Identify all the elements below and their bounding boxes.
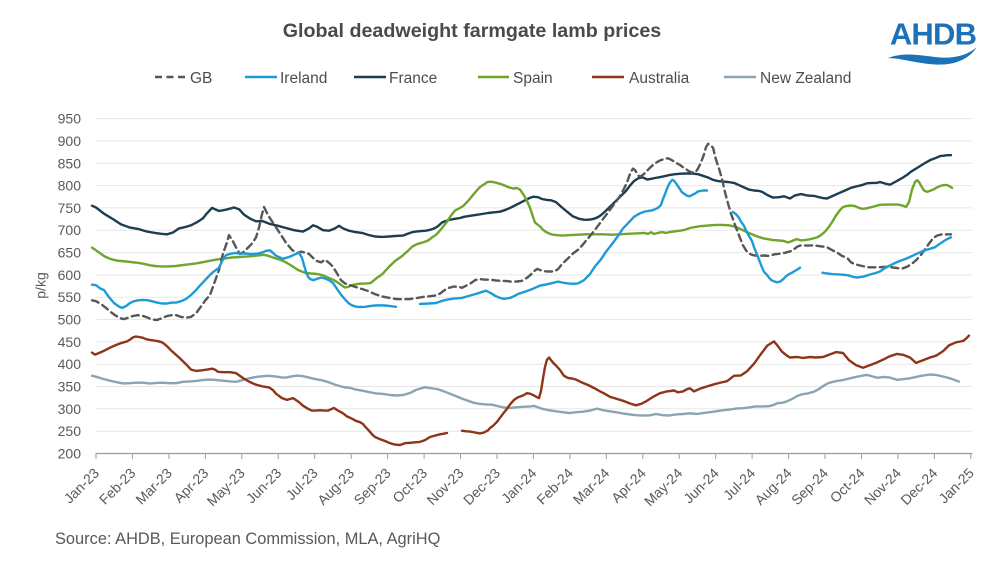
svg-text:New Zealand: New Zealand	[760, 70, 851, 87]
svg-text:Australia: Australia	[629, 70, 690, 87]
svg-text:350: 350	[58, 379, 82, 395]
svg-text:France: France	[389, 70, 437, 87]
svg-text:250: 250	[58, 423, 82, 439]
svg-text:300: 300	[58, 401, 82, 417]
svg-text:Source: AHDB, European Commiss: Source: AHDB, European Commission, MLA, …	[55, 530, 440, 548]
svg-text:GB: GB	[190, 70, 212, 87]
svg-text:900: 900	[58, 133, 82, 149]
svg-text:Global deadweight farmgate lam: Global deadweight farmgate lamb prices	[283, 20, 662, 42]
svg-text:550: 550	[58, 289, 82, 305]
svg-text:800: 800	[58, 178, 82, 194]
svg-text:700: 700	[58, 222, 82, 238]
svg-text:Ireland: Ireland	[280, 70, 327, 87]
svg-text:400: 400	[58, 356, 82, 372]
svg-text:500: 500	[58, 312, 82, 328]
svg-text:650: 650	[58, 245, 82, 261]
svg-text:950: 950	[58, 111, 82, 127]
svg-text:200: 200	[58, 446, 82, 462]
svg-text:p/kg: p/kg	[33, 272, 49, 298]
svg-text:750: 750	[58, 200, 82, 216]
svg-text:850: 850	[58, 155, 82, 171]
svg-text:AHDB: AHDB	[890, 17, 976, 52]
svg-text:Spain: Spain	[513, 70, 553, 87]
svg-text:450: 450	[58, 334, 82, 350]
svg-text:600: 600	[58, 267, 82, 283]
